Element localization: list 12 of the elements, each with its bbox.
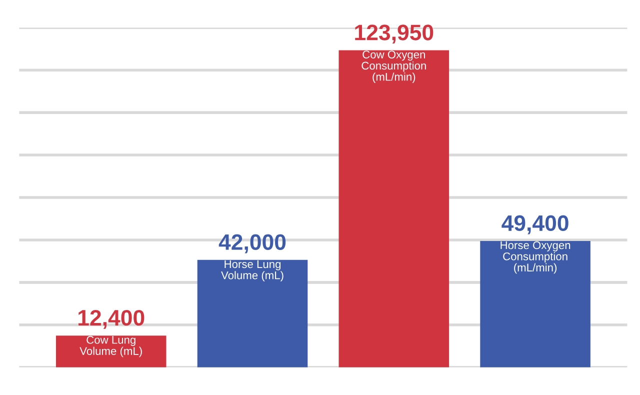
x-tick-label: Cow Oxygen Consumption (mL/min) — [362, 50, 426, 83]
data-label: 49,400 — [502, 215, 568, 234]
data-label: 123,950 — [355, 24, 434, 44]
bar — [56, 336, 166, 368]
bar — [338, 50, 450, 368]
bar — [480, 240, 590, 368]
data-label: 42,000 — [218, 234, 286, 254]
x-tick-label: Cow Lung Volume (mL) — [80, 336, 142, 358]
x-tick-label: Horse Lung Volume (mL) — [221, 260, 284, 282]
bar — [197, 260, 308, 368]
x-tick-label: Horse Oxygen Consumption (mL/min) — [500, 241, 570, 274]
data-label: 12,400 — [78, 310, 144, 329]
